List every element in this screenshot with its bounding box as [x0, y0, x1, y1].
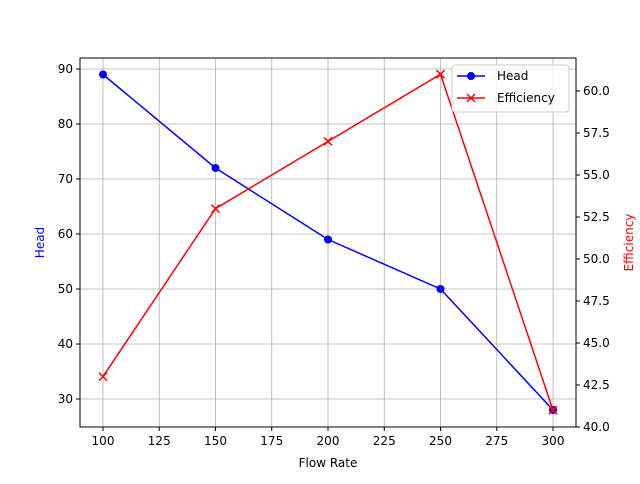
y2-tick-label: 42.5: [583, 378, 610, 392]
legend-label: Head: [497, 69, 528, 83]
x-tick-label: 200: [317, 434, 340, 448]
y-tick-label: 70: [58, 172, 73, 186]
y2-tick-label: 45.0: [583, 336, 610, 350]
y-tick-label: 60: [58, 227, 73, 241]
y2-tick-label: 55.0: [583, 168, 610, 182]
x-tick-label: 125: [148, 434, 171, 448]
x-tick-label: 250: [429, 434, 452, 448]
y-tick-label: 30: [58, 392, 73, 406]
y-tick-label: 50: [58, 282, 73, 296]
y-tick-label: 90: [58, 62, 73, 76]
x-axis-label: Flow Rate: [299, 456, 358, 470]
x-tick-label: 300: [542, 434, 565, 448]
x-tick-label: 175: [260, 434, 283, 448]
y2-axis-label: Efficiency: [622, 214, 636, 272]
legend-label: Efficiency: [497, 91, 555, 105]
y-tick-label: 80: [58, 117, 73, 131]
y-axis-label: Head: [33, 227, 47, 258]
y2-tick-label: 40.0: [583, 420, 610, 434]
x-tick-label: 150: [204, 434, 227, 448]
y2-tick-label: 50.0: [583, 252, 610, 266]
y2-tick-label: 47.5: [583, 294, 610, 308]
y2-tick-label: 60.0: [583, 84, 610, 98]
y2-tick-label: 57.5: [583, 126, 610, 140]
x-tick-label: 275: [485, 434, 508, 448]
y-tick-label: 40: [58, 337, 73, 351]
x-tick-label: 100: [92, 434, 115, 448]
x-tick-label: 225: [373, 434, 396, 448]
y2-tick-label: 52.5: [583, 210, 610, 224]
